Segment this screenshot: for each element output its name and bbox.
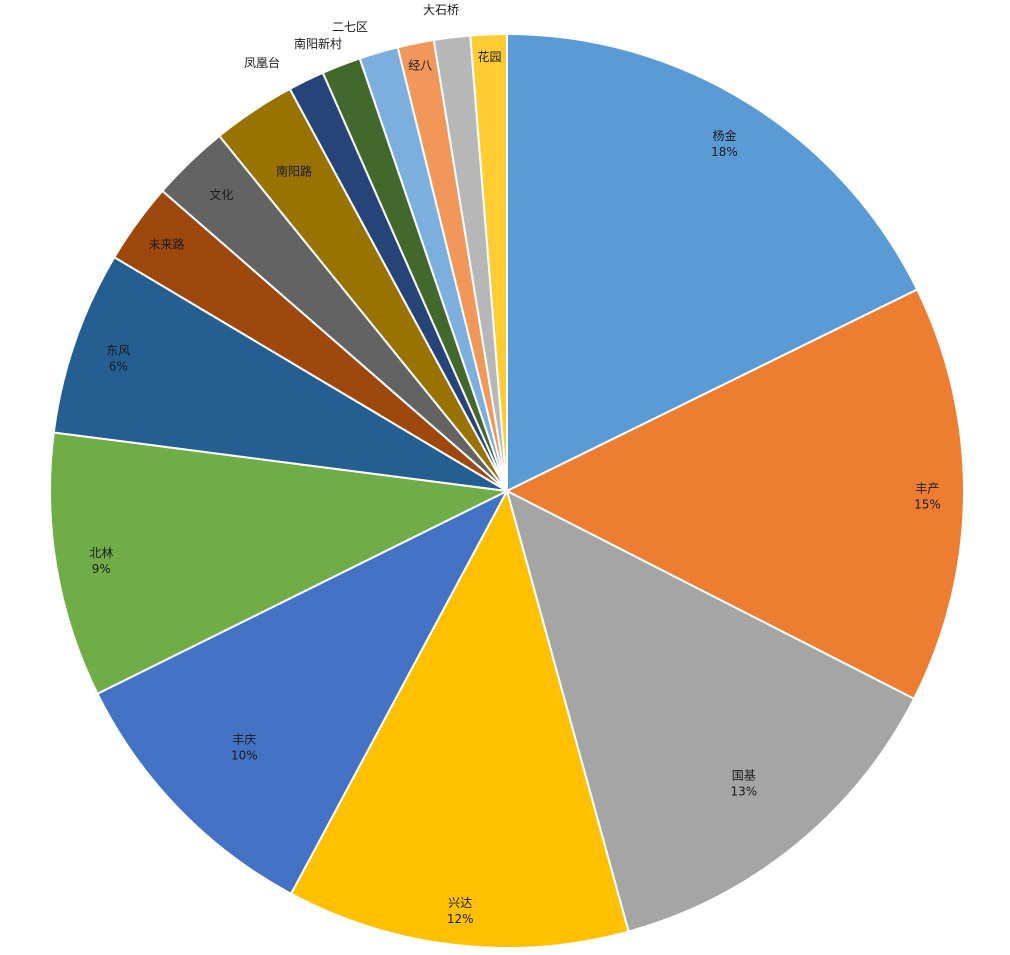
slice-label: 文化 [209,187,233,202]
slice-label: 南阳路 [276,164,312,179]
pie-slice [52,255,508,492]
slice-category-label: 凤凰台 [244,55,280,70]
slice-percent-label: 18% [711,145,738,159]
slice-label: 凤凰台 [244,55,280,70]
slice-category-label: 花园 [478,49,502,64]
slice-category-label: 丰庆 [232,732,256,746]
slice-category-label: 文化 [209,187,233,202]
slice-label: 丰庆 10% [231,732,258,762]
pie-slice [469,32,508,492]
slice-category-label: 大石桥 [423,3,459,17]
slice-label: 未来路 [148,236,184,251]
slice-label: 东风 6% [106,344,130,374]
pie-slices [49,32,965,949]
slice-label: 花园 [478,49,502,64]
slice-label: 丰产 15% [914,481,941,511]
slice-category-label: 二七区 [332,20,368,34]
slice-category-label: 丰产 [915,481,939,495]
pie-slice [289,488,630,949]
slice-label: 南阳新村 [294,36,342,51]
pie-labels: 杨金 18% 丰产 15% 国基 13% 兴达 12% 丰庆 10% 北林 9% 东风 6% 未来路 文化 南阳… [89,3,940,926]
slice-label: 国基 13% [730,768,757,798]
slice-percent-label: 9% [92,562,111,576]
pie-slice [506,32,919,493]
slice-label: 杨金 18% [711,128,738,159]
slice-category-label: 北林 [89,546,113,560]
slice-label: 二七区 [332,20,368,34]
slice-percent-label: 13% [730,784,757,798]
slice-percent-label: 10% [231,748,258,762]
pie-slice [49,431,511,696]
slice-percent-label: 12% [447,912,474,926]
slice-label: 大石桥 [423,3,459,17]
pie-slice [504,288,965,701]
slice-category-label: 兴达 [448,896,472,910]
slice-percent-label: 6% [109,360,128,374]
slice-category-label: 经八 [408,59,432,73]
slice-label: 北林 9% [89,546,113,576]
pie-slice [505,489,916,933]
slice-category-label: 东风 [106,344,130,358]
pie-slice [96,488,510,896]
slice-category-label: 南阳新村 [294,36,342,51]
slice-label: 兴达 12% [447,896,474,926]
slice-category-label: 杨金 [712,128,736,143]
slice-category-label: 国基 [732,768,756,782]
slice-percent-label: 15% [914,497,941,511]
slice-category-label: 南阳路 [276,164,312,179]
slice-label: 经八 [408,59,432,73]
slice-category-label: 未来路 [148,236,184,251]
